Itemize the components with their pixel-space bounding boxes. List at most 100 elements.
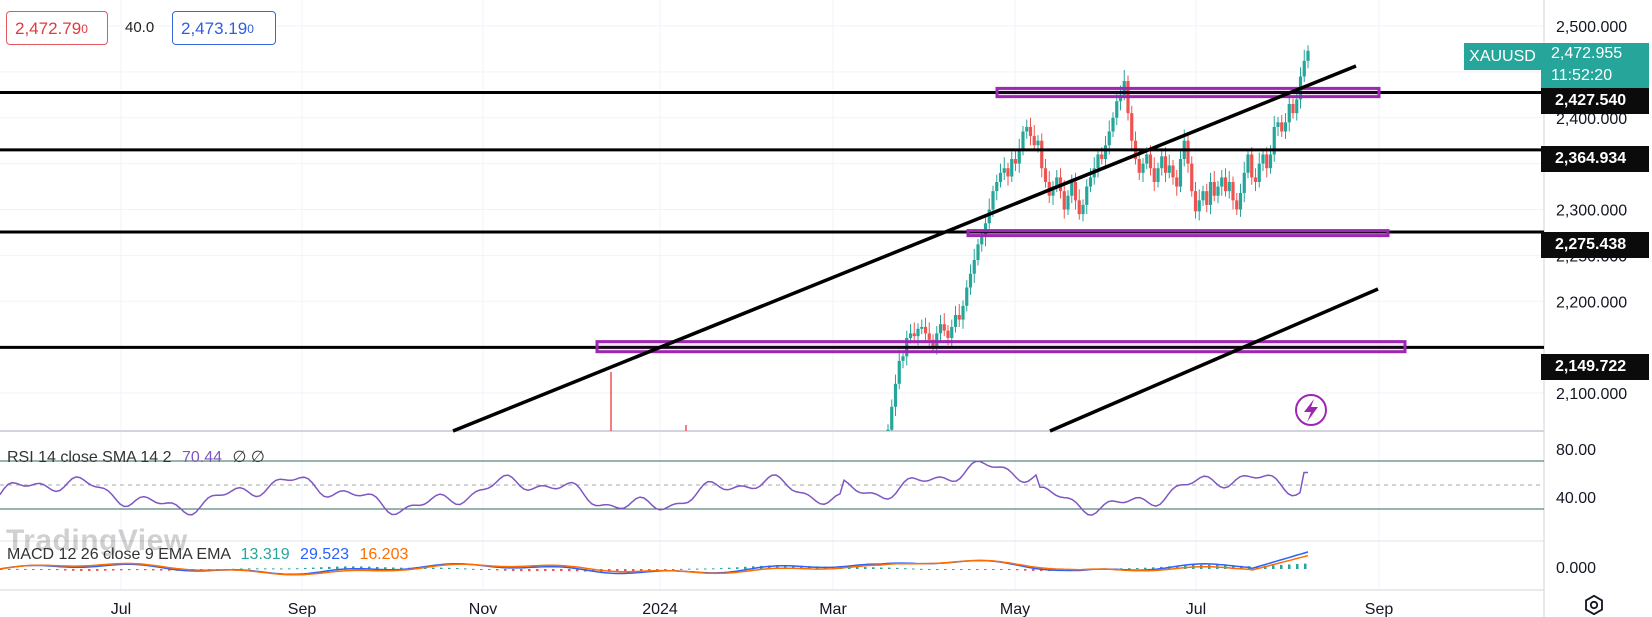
time-tick: May (1000, 601, 1030, 617)
candle-body (893, 383, 898, 407)
macd-histogram-bar (496, 569, 499, 571)
candle-body (1190, 163, 1194, 192)
candle-body (1201, 191, 1205, 201)
channel-lower-trendline (1049, 287, 1379, 433)
macd-histogram-bar (360, 566, 363, 569)
macd-histogram-bar (624, 569, 627, 572)
candle-body (1096, 154, 1100, 169)
macd-histogram-bar (344, 566, 347, 569)
ask-price-pip: 0 (247, 22, 254, 36)
macd-legend-hist: 13.319 (240, 546, 290, 563)
macd-legend[interactable]: MACD 12 26 close 9 EMA EMA 13.319 29.523… (7, 546, 408, 564)
macd-histogram-bar (872, 567, 875, 569)
macd-histogram-bar (936, 569, 939, 570)
macd-histogram-bar (1280, 564, 1283, 569)
macd-histogram-bar (552, 569, 555, 571)
macd-histogram-bar (568, 569, 571, 572)
candle-body (1141, 163, 1145, 173)
macd-histogram-bar (1136, 567, 1139, 569)
candle-body (1216, 186, 1220, 196)
candle-body (1250, 154, 1254, 178)
macd-histogram-bar (928, 569, 931, 570)
candle-body (1145, 154, 1149, 164)
candle-body (1002, 168, 1006, 173)
rsi-legend[interactable]: RSI 14 close SMA 14 2 70.44 ∅ ∅ (7, 447, 265, 467)
macd-histogram-bar (616, 569, 619, 572)
macd-histogram-bar (768, 565, 771, 569)
macd-histogram-bar (112, 569, 115, 571)
candle-body (901, 356, 905, 361)
macd-histogram-bar (672, 569, 675, 570)
macd-histogram-bar (680, 568, 683, 570)
macd-histogram-bar (392, 567, 395, 569)
time-axis[interactable]: Jul Sep Nov 2024 Mar May Jul Sep (111, 601, 1394, 617)
candle-body (1051, 186, 1055, 196)
macd-histogram-bar (1272, 565, 1275, 569)
macd-histogram-bar (336, 566, 339, 569)
settings-gear-icon[interactable] (1583, 594, 1605, 616)
candle-body (1103, 145, 1108, 160)
grid-lines (0, 0, 1544, 590)
macd-histogram-bar (1128, 568, 1131, 570)
price-tick: 2,400.000 (1556, 111, 1627, 128)
macd-histogram-bar (152, 569, 155, 571)
macd-histogram-bar (944, 569, 947, 570)
macd-legend-title: MACD 12 26 close 9 EMA EMA (7, 546, 231, 563)
level-tag-2149: 2,149.722 (1541, 354, 1649, 380)
candle-body (1306, 50, 1310, 61)
bid-price-box[interactable]: 2,472.790 (6, 11, 108, 45)
candle-body (1021, 131, 1025, 150)
candle-body (1280, 122, 1284, 132)
macd-histogram-bar (544, 569, 547, 572)
candle-body (1227, 181, 1231, 192)
price-tick: 2,200.000 (1556, 294, 1627, 311)
price-tick: 2,500.000 (1556, 19, 1627, 36)
candle-body (950, 326, 954, 338)
macd-histogram-bar (1144, 567, 1147, 569)
macd-histogram-bar (736, 567, 739, 569)
rsi-legend-flags: ∅ ∅ (232, 449, 265, 466)
macd-histogram-bar (1040, 569, 1043, 572)
macd-histogram-bar (712, 568, 715, 570)
macd-histogram-bar (48, 569, 51, 570)
macd-histogram-bar (1000, 569, 1003, 570)
macd-histogram-bar (920, 568, 923, 570)
candle-body (1085, 186, 1089, 205)
bid-price: 2,472.79 (15, 19, 82, 38)
lightning-alert-icon[interactable] (1295, 394, 1327, 426)
drawings[interactable] (0, 64, 1544, 433)
candle-body (1062, 191, 1066, 210)
candle-body (1036, 140, 1040, 146)
candle-body (1013, 159, 1018, 164)
candle-body (938, 324, 943, 334)
spread-value: 40.0 (125, 19, 155, 36)
tradingview-logo[interactable]: TradingView (6, 524, 188, 557)
candle-body (1253, 177, 1258, 182)
candle-body (957, 315, 961, 320)
macd-histogram-bar (56, 569, 59, 571)
candle-body (890, 406, 894, 430)
macd-histogram-bar (880, 567, 883, 569)
candle-body (1171, 165, 1175, 178)
macd-histogram-bar (1176, 565, 1179, 569)
candle-body (1130, 113, 1134, 141)
bar-countdown: 11:52:20 (1551, 67, 1613, 84)
macd-histogram-bar (520, 569, 523, 572)
macd-histogram-bar (1288, 564, 1291, 569)
candle-body (931, 339, 935, 348)
macd-histogram-bar (664, 569, 667, 570)
candle-body (1077, 200, 1081, 215)
macd-histogram-bar (96, 569, 99, 571)
candle-body (1246, 154, 1250, 173)
ask-price-box[interactable]: 2,473.190 (172, 11, 276, 45)
macd-histogram-bar (376, 566, 379, 569)
macd-histogram-bar (432, 567, 435, 569)
candle-body (1220, 177, 1224, 187)
candle-body (1010, 159, 1014, 177)
candle-body (980, 237, 984, 245)
level-tag-2275: 2,275.438 (1541, 232, 1649, 258)
candle-body (961, 305, 965, 320)
macd-histogram-bar (464, 568, 467, 570)
candle-body (1006, 168, 1010, 177)
